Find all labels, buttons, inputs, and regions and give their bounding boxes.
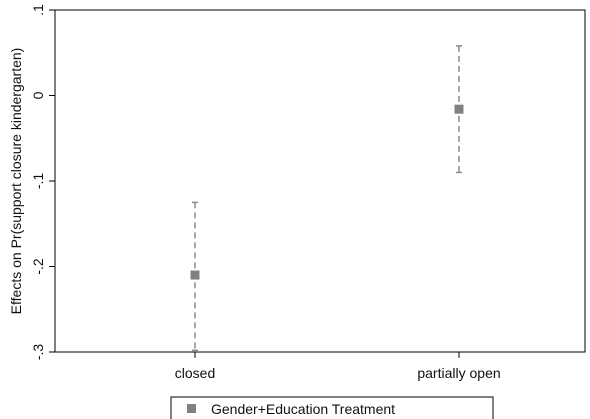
plot-frame xyxy=(54,9,586,353)
point-marker xyxy=(190,270,200,280)
y-tick-label: -.3 xyxy=(30,344,46,361)
legend-box xyxy=(170,396,494,419)
x-tick-label: partially open xyxy=(417,365,500,381)
y-tick-label: -.1 xyxy=(30,173,46,190)
y-axis-title: Effects on Pr(support closure kindergart… xyxy=(8,48,24,315)
legend-marker xyxy=(187,404,196,413)
legend-label: Gender+Education Treatment xyxy=(211,401,395,417)
y-tick-label: -.2 xyxy=(30,258,46,275)
plot-area xyxy=(190,45,464,352)
y-tick-label: .1 xyxy=(30,4,46,16)
y-tick-label: 0 xyxy=(30,91,46,99)
axes: -.3 -.2 -.1 0 .1 closed partially open xyxy=(30,4,586,381)
x-tick-label: closed xyxy=(175,365,215,381)
legend: Gender+Education Treatment xyxy=(170,396,494,419)
point-marker xyxy=(454,104,464,114)
